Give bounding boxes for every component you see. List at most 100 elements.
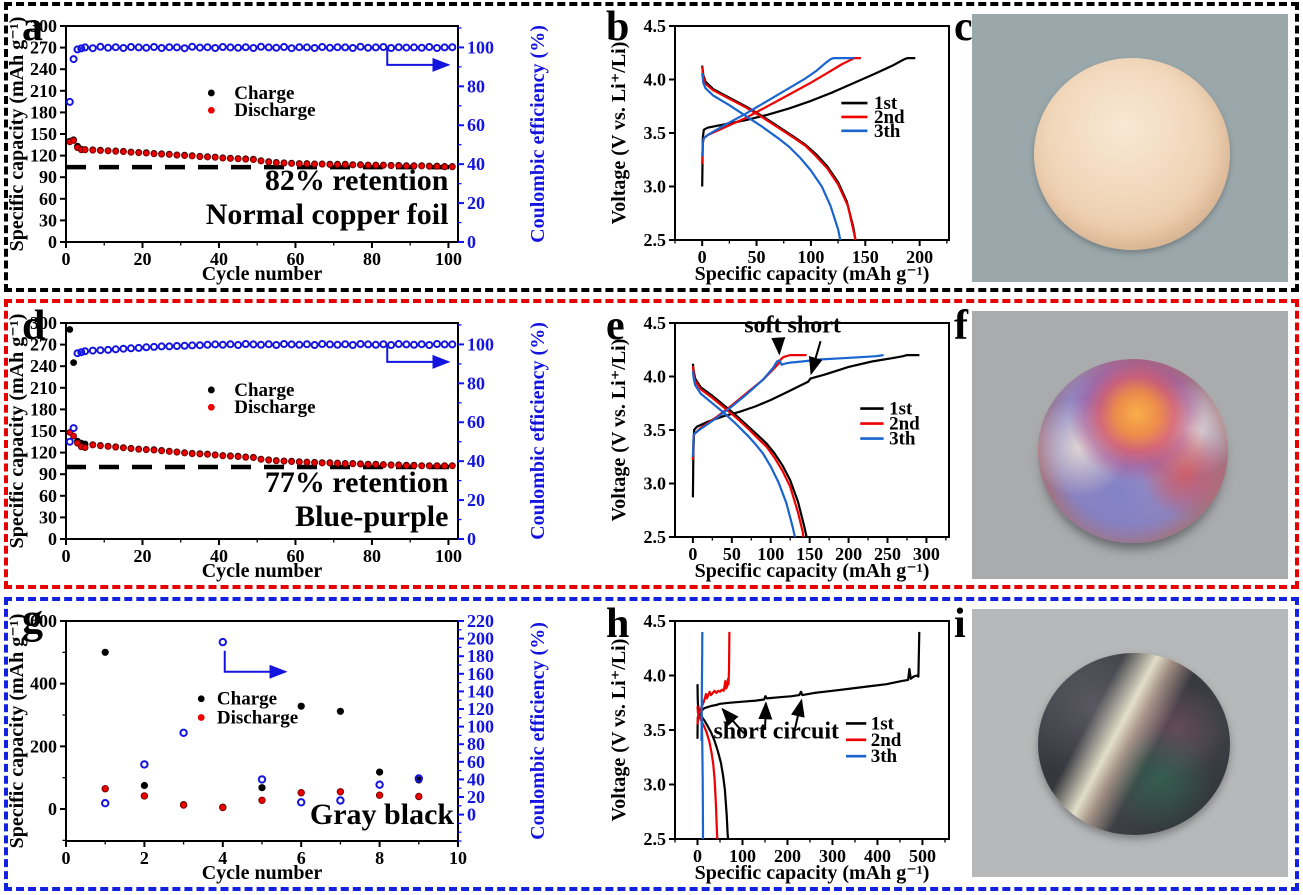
svg-text:Voltage (V vs. Li⁺/Li): Voltage (V vs. Li⁺/Li) bbox=[610, 339, 630, 522]
svg-text:90: 90 bbox=[39, 167, 57, 187]
svg-text:40: 40 bbox=[210, 249, 228, 269]
svg-text:soft short: soft short bbox=[744, 313, 841, 339]
svg-text:3.5: 3.5 bbox=[644, 123, 667, 143]
svg-text:Specific capacity (mAh g⁻¹): Specific capacity (mAh g⁻¹) bbox=[695, 560, 930, 582]
svg-text:150: 150 bbox=[796, 544, 823, 564]
svg-text:Specific capacity (mAh g⁻¹): Specific capacity (mAh g⁻¹) bbox=[8, 614, 28, 849]
svg-text:Coulombic efficiency (%): Coulombic efficiency (%) bbox=[527, 622, 549, 840]
svg-text:60: 60 bbox=[467, 115, 485, 135]
axes: 0 50 100 150 200 250 300 2.5 3.0 3.5 4.0 4.5 Specifi… bbox=[610, 313, 950, 582]
svg-text:80: 80 bbox=[467, 373, 485, 393]
svg-text:0: 0 bbox=[467, 805, 476, 825]
svg-text:Normal copper foil: Normal copper foil bbox=[206, 198, 449, 231]
svg-text:20: 20 bbox=[467, 490, 485, 510]
svg-text:2: 2 bbox=[140, 848, 149, 868]
svg-text:150: 150 bbox=[30, 124, 57, 144]
svg-text:3.5: 3.5 bbox=[644, 420, 667, 440]
svg-text:90: 90 bbox=[39, 464, 57, 484]
series bbox=[65, 326, 457, 470]
svg-text:40: 40 bbox=[467, 154, 485, 174]
panel-label-c: c bbox=[954, 4, 973, 50]
svg-text:50: 50 bbox=[748, 247, 766, 267]
svg-text:Blue-purple: Blue-purple bbox=[295, 500, 448, 533]
svg-text:2nd: 2nd bbox=[874, 107, 905, 128]
gray-black-disc bbox=[1038, 653, 1230, 835]
panel-label-h: h bbox=[606, 601, 630, 647]
oxidized-copper-disc bbox=[1038, 359, 1228, 543]
svg-text:270: 270 bbox=[30, 38, 57, 58]
svg-text:2nd: 2nd bbox=[889, 414, 920, 435]
svg-text:200: 200 bbox=[30, 736, 57, 756]
svg-text:0: 0 bbox=[467, 232, 476, 252]
svg-text:8: 8 bbox=[375, 848, 384, 868]
svg-text:80: 80 bbox=[363, 249, 381, 269]
svg-text:60: 60 bbox=[286, 546, 304, 566]
svg-text:short circuit: short circuit bbox=[713, 719, 839, 745]
axes: 0 100 200 300 400 500 2.5 3.0 3.5 4.0 4.5 Specific … bbox=[610, 611, 950, 884]
svg-text:0: 0 bbox=[48, 799, 57, 819]
svg-text:100: 100 bbox=[467, 717, 494, 737]
svg-text:Discharge: Discharge bbox=[234, 100, 315, 121]
svg-text:0: 0 bbox=[688, 544, 697, 564]
svg-text:0: 0 bbox=[48, 529, 57, 549]
svg-text:1st: 1st bbox=[871, 713, 895, 734]
svg-text:0: 0 bbox=[467, 529, 476, 549]
svg-text:240: 240 bbox=[30, 59, 57, 79]
svg-text:4.0: 4.0 bbox=[644, 367, 667, 387]
svg-text:300: 300 bbox=[819, 846, 846, 866]
svg-text:30: 30 bbox=[39, 210, 57, 230]
panel-label-i: i bbox=[954, 601, 966, 647]
svg-text:4.0: 4.0 bbox=[644, 666, 667, 686]
axes: 0 20 40 60 80 1000306090120150180210240270300… bbox=[8, 313, 549, 582]
svg-text:60: 60 bbox=[467, 412, 485, 432]
svg-text:Coulombic efficiency (%): Coulombic efficiency (%) bbox=[527, 25, 549, 243]
svg-text:2nd: 2nd bbox=[871, 730, 902, 751]
svg-text:100: 100 bbox=[435, 249, 462, 269]
svg-text:180: 180 bbox=[467, 646, 494, 666]
svg-text:4.5: 4.5 bbox=[644, 611, 667, 631]
svg-text:180: 180 bbox=[30, 102, 57, 122]
axes: 0 50 100 150 200 2.5 3.0 3.5 4.0 4.5 Specific capa… bbox=[610, 16, 950, 285]
svg-text:200: 200 bbox=[835, 544, 862, 564]
photo-blue-purple-foil bbox=[972, 311, 1288, 579]
svg-text:100: 100 bbox=[467, 37, 494, 57]
axes: 0 2 4 6 8 10020040060002040608010012014016018… bbox=[8, 611, 549, 884]
svg-text:80: 80 bbox=[467, 76, 485, 96]
panel-label-b: b bbox=[606, 4, 630, 50]
panel-label-f: f bbox=[954, 303, 968, 349]
voltage-profile-chart-blue-purple: 0 50 100 150 200 250 300 2.5 3.0 3.5 4.0 4.5 Specifi… bbox=[610, 313, 950, 582]
svg-text:160: 160 bbox=[467, 664, 494, 684]
svg-text:0: 0 bbox=[48, 232, 57, 252]
svg-text:Voltage (V vs. Li⁺/Li): Voltage (V vs. Li⁺/Li) bbox=[610, 42, 630, 225]
svg-text:3.0: 3.0 bbox=[644, 177, 667, 197]
svg-text:4.5: 4.5 bbox=[644, 313, 667, 333]
voltage-profile-chart-normal-copper: 0 50 100 150 200 2.5 3.0 3.5 4.0 4.5 Specific capa… bbox=[610, 16, 950, 285]
svg-text:100: 100 bbox=[729, 846, 756, 866]
cycling-chart-gray-black: 0 2 4 6 8 10020040060002040608010012014016018… bbox=[8, 611, 549, 884]
cycling-chart-blue-purple: 0 20 40 60 80 1000306090120150180210240270300… bbox=[8, 313, 549, 582]
series bbox=[101, 637, 423, 812]
svg-text:20: 20 bbox=[467, 787, 485, 807]
panel-label-d: d bbox=[22, 303, 46, 349]
svg-text:1st: 1st bbox=[874, 93, 898, 114]
svg-text:150: 150 bbox=[852, 247, 879, 267]
svg-text:4: 4 bbox=[218, 848, 227, 868]
svg-text:0: 0 bbox=[62, 848, 71, 868]
photo-gray-black-foil bbox=[972, 609, 1288, 877]
svg-text:270: 270 bbox=[30, 335, 57, 355]
svg-text:150: 150 bbox=[30, 421, 57, 441]
svg-text:120: 120 bbox=[30, 443, 57, 463]
svg-text:180: 180 bbox=[30, 399, 57, 419]
svg-text:100: 100 bbox=[797, 247, 824, 267]
svg-text:300: 300 bbox=[30, 313, 57, 333]
svg-text:120: 120 bbox=[467, 699, 494, 719]
svg-text:80: 80 bbox=[363, 546, 381, 566]
svg-text:40: 40 bbox=[210, 546, 228, 566]
svg-text:200: 200 bbox=[906, 247, 933, 267]
